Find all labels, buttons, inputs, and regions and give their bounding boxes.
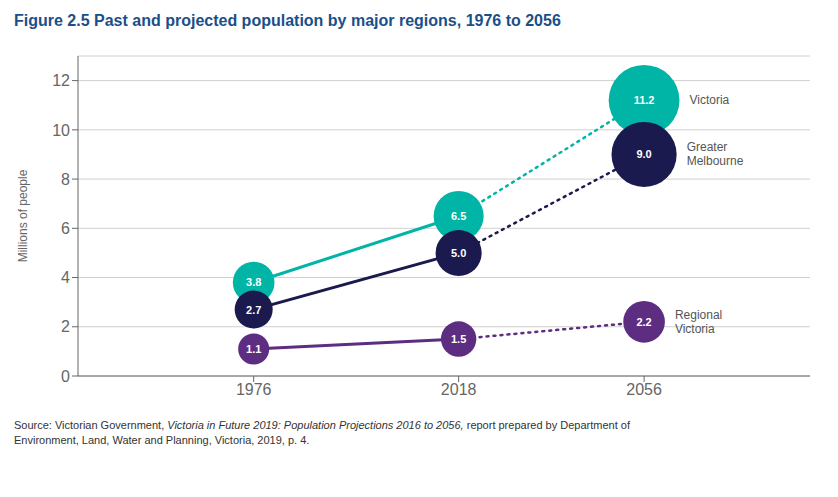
svg-text:Millions of people: Millions of people [16, 169, 30, 262]
svg-text:6: 6 [61, 220, 70, 237]
svg-text:Victoria: Victoria [689, 93, 729, 107]
svg-text:8: 8 [61, 171, 70, 188]
svg-text:12: 12 [52, 72, 70, 89]
svg-text:1.1: 1.1 [246, 343, 261, 355]
svg-text:10: 10 [52, 122, 70, 139]
svg-text:RegionalVictoria: RegionalVictoria [675, 308, 722, 336]
svg-text:4: 4 [61, 269, 70, 286]
html-text:Source: Victorian Government,: Source: Victorian Government, Victoria i… [14, 419, 630, 446]
svg-text:3.8: 3.8 [246, 276, 261, 288]
svg-text:2.2: 2.2 [636, 316, 651, 328]
svg-text:GreaterMelbourne: GreaterMelbourne [687, 140, 744, 168]
html-text:Figure 2.5 Past and projected: Figure 2.5 Past and projected population… [14, 12, 561, 29]
svg-text:2018: 2018 [441, 381, 477, 398]
svg-text:5.0: 5.0 [451, 247, 466, 259]
svg-text:0: 0 [61, 368, 70, 385]
svg-text:9.0: 9.0 [636, 148, 651, 160]
svg-text:11.2: 11.2 [634, 94, 655, 106]
svg-text:6.5: 6.5 [451, 210, 466, 222]
svg-text:1976: 1976 [236, 381, 272, 398]
svg-text:2056: 2056 [626, 381, 662, 398]
svg-text:1.5: 1.5 [451, 333, 466, 345]
svg-text:2: 2 [61, 318, 70, 335]
svg-text:2.7: 2.7 [246, 304, 261, 316]
